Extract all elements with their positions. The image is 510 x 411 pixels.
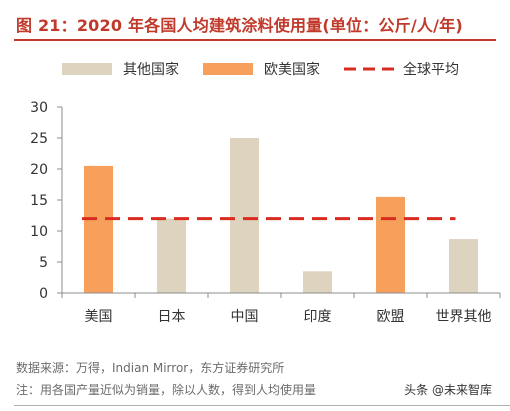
y-tick-label: 0 bbox=[39, 286, 48, 302]
legend-other-label: 其他国家 bbox=[123, 61, 179, 78]
bar-chart: 其他国家 欧美国家 全球平均 0 5 10 15 20 25 30 美国 日本 中国 印度 欧盟 世界其他 bbox=[30, 61, 501, 325]
bottom-divider bbox=[14, 405, 510, 406]
data-source: 数据来源：万得，Indian Mirror，东方证券研究所 bbox=[16, 361, 285, 375]
title-divider bbox=[14, 39, 496, 41]
x-tick-label: 欧盟 bbox=[377, 309, 405, 325]
bar-2 bbox=[157, 218, 186, 293]
x-tick-label: 世界其他 bbox=[436, 309, 492, 325]
y-tick-label: 15 bbox=[30, 193, 48, 209]
data-note: 注：用各国产量近似为销量，除以人数，得到人均使用量 bbox=[16, 383, 317, 397]
x-tick-label: 印度 bbox=[304, 309, 332, 325]
bars bbox=[84, 138, 478, 293]
y-tick-label: 5 bbox=[39, 255, 48, 271]
bar-5 bbox=[376, 196, 405, 293]
x-tick-label: 中国 bbox=[231, 309, 259, 325]
y-axis: 0 5 10 15 20 25 30 bbox=[30, 100, 63, 302]
chart-title: 图 21：2020 年各国人均建筑涂料使用量(单位：公斤/人/年) bbox=[16, 16, 463, 35]
legend: 其他国家 欧美国家 全球平均 bbox=[62, 61, 459, 78]
bar-3 bbox=[230, 138, 259, 293]
y-tick-label: 30 bbox=[30, 100, 48, 116]
watermark: 头条 @未来智库 bbox=[404, 383, 492, 397]
bar-6 bbox=[449, 239, 478, 293]
x-tick-label: 日本 bbox=[158, 309, 186, 325]
y-tick-label: 25 bbox=[30, 131, 48, 147]
bar-1 bbox=[84, 165, 113, 293]
y-tick-label: 20 bbox=[30, 162, 48, 178]
legend-western-label: 欧美国家 bbox=[264, 61, 320, 78]
legend-average-label: 全球平均 bbox=[403, 61, 459, 78]
x-tick-label: 美国 bbox=[85, 309, 113, 325]
bar-4 bbox=[303, 271, 332, 293]
title-bar: 图 21：2020 年各国人均建筑涂料使用量(单位：公斤/人/年) bbox=[0, 8, 496, 41]
legend-western-swatch bbox=[203, 63, 253, 75]
x-axis: 美国 日本 中国 印度 欧盟 世界其他 bbox=[61, 292, 501, 325]
legend-other-swatch bbox=[62, 63, 112, 75]
y-tick-label: 10 bbox=[30, 224, 48, 240]
